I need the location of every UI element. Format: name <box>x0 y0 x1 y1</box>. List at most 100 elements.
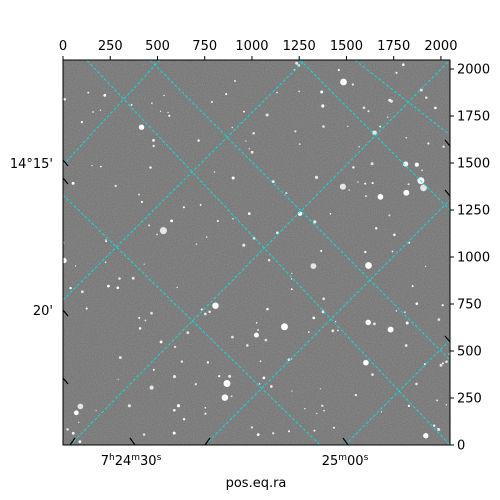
star <box>163 94 165 97</box>
star <box>71 181 75 185</box>
star <box>395 71 398 74</box>
plot-frame <box>62 59 451 446</box>
star <box>246 344 249 347</box>
grid-line <box>63 60 306 301</box>
star <box>291 390 293 392</box>
right-tick-label: 1750 <box>457 110 490 125</box>
star <box>248 148 250 150</box>
star <box>320 249 323 252</box>
star <box>245 140 247 142</box>
star <box>63 257 67 264</box>
star <box>351 83 355 86</box>
star <box>195 243 198 245</box>
star <box>204 412 207 415</box>
star <box>415 302 419 305</box>
star <box>281 323 288 331</box>
star <box>176 286 178 289</box>
dec-axis: 14°15' 20' <box>10 139 451 385</box>
dec-tick <box>444 189 451 197</box>
star <box>138 193 140 196</box>
star <box>85 307 88 310</box>
star <box>347 125 349 128</box>
dec-tick <box>62 159 69 167</box>
star <box>152 138 155 142</box>
dec-tick <box>62 177 69 185</box>
star <box>212 302 219 309</box>
right-y-axis: 0 250 500 750 1000 1250 1500 1750 2000 <box>450 63 490 454</box>
top-tick-label: 500 <box>145 39 170 54</box>
star <box>199 203 202 206</box>
star <box>423 433 429 439</box>
star <box>159 227 167 235</box>
star <box>276 231 279 234</box>
star <box>256 433 260 436</box>
ra-tick <box>342 437 349 446</box>
dec-tick-label-1: 14°15' <box>10 157 53 172</box>
grid-line <box>204 199 450 445</box>
star <box>95 409 97 412</box>
star <box>156 233 159 236</box>
star <box>218 375 221 378</box>
star <box>370 162 374 166</box>
star <box>287 358 291 361</box>
dec-tick <box>444 139 451 147</box>
right-tick-label: 1500 <box>457 157 490 172</box>
star <box>441 304 444 307</box>
star <box>373 322 376 326</box>
star <box>363 359 369 366</box>
ra-axis: 7h24m30s 25m00s pos.eq.ra <box>69 437 369 491</box>
star <box>320 90 324 94</box>
star <box>210 100 213 104</box>
star <box>402 63 405 66</box>
star <box>255 322 258 324</box>
right-tick-label: 0 <box>457 439 465 454</box>
star <box>80 290 84 294</box>
top-tick-label: 2000 <box>424 39 457 54</box>
star <box>232 217 234 220</box>
star <box>180 360 184 363</box>
star <box>276 91 278 94</box>
star <box>291 272 293 275</box>
star <box>379 125 382 128</box>
star <box>402 161 409 167</box>
right-tick-label: 1000 <box>457 251 490 266</box>
star <box>259 360 262 362</box>
star <box>323 409 325 412</box>
star <box>228 374 232 378</box>
star <box>230 395 233 398</box>
star <box>407 183 410 186</box>
star <box>172 375 177 379</box>
coordinate-grid <box>63 60 450 445</box>
star <box>439 363 443 367</box>
star <box>304 408 306 410</box>
star <box>77 403 84 410</box>
star <box>186 331 190 335</box>
ra-tick-label-1: 7h24m30s <box>101 453 162 469</box>
star <box>425 96 428 99</box>
star <box>421 169 423 171</box>
star <box>231 176 235 180</box>
star <box>331 329 335 333</box>
star <box>365 319 371 326</box>
star <box>354 394 357 397</box>
star <box>266 307 269 311</box>
star <box>130 103 133 106</box>
star <box>290 278 293 280</box>
star <box>313 220 317 224</box>
star <box>213 171 216 173</box>
star <box>437 427 439 430</box>
star <box>170 219 174 223</box>
star <box>441 362 444 365</box>
star <box>144 319 147 322</box>
star <box>252 237 256 240</box>
star <box>380 411 383 413</box>
star <box>340 78 347 86</box>
star <box>337 329 339 332</box>
star <box>206 361 210 364</box>
star <box>329 212 332 215</box>
star <box>78 421 80 423</box>
star <box>194 383 197 386</box>
right-tick-label: 250 <box>457 392 482 407</box>
star <box>358 146 360 148</box>
top-tick-label: 1750 <box>377 39 410 54</box>
